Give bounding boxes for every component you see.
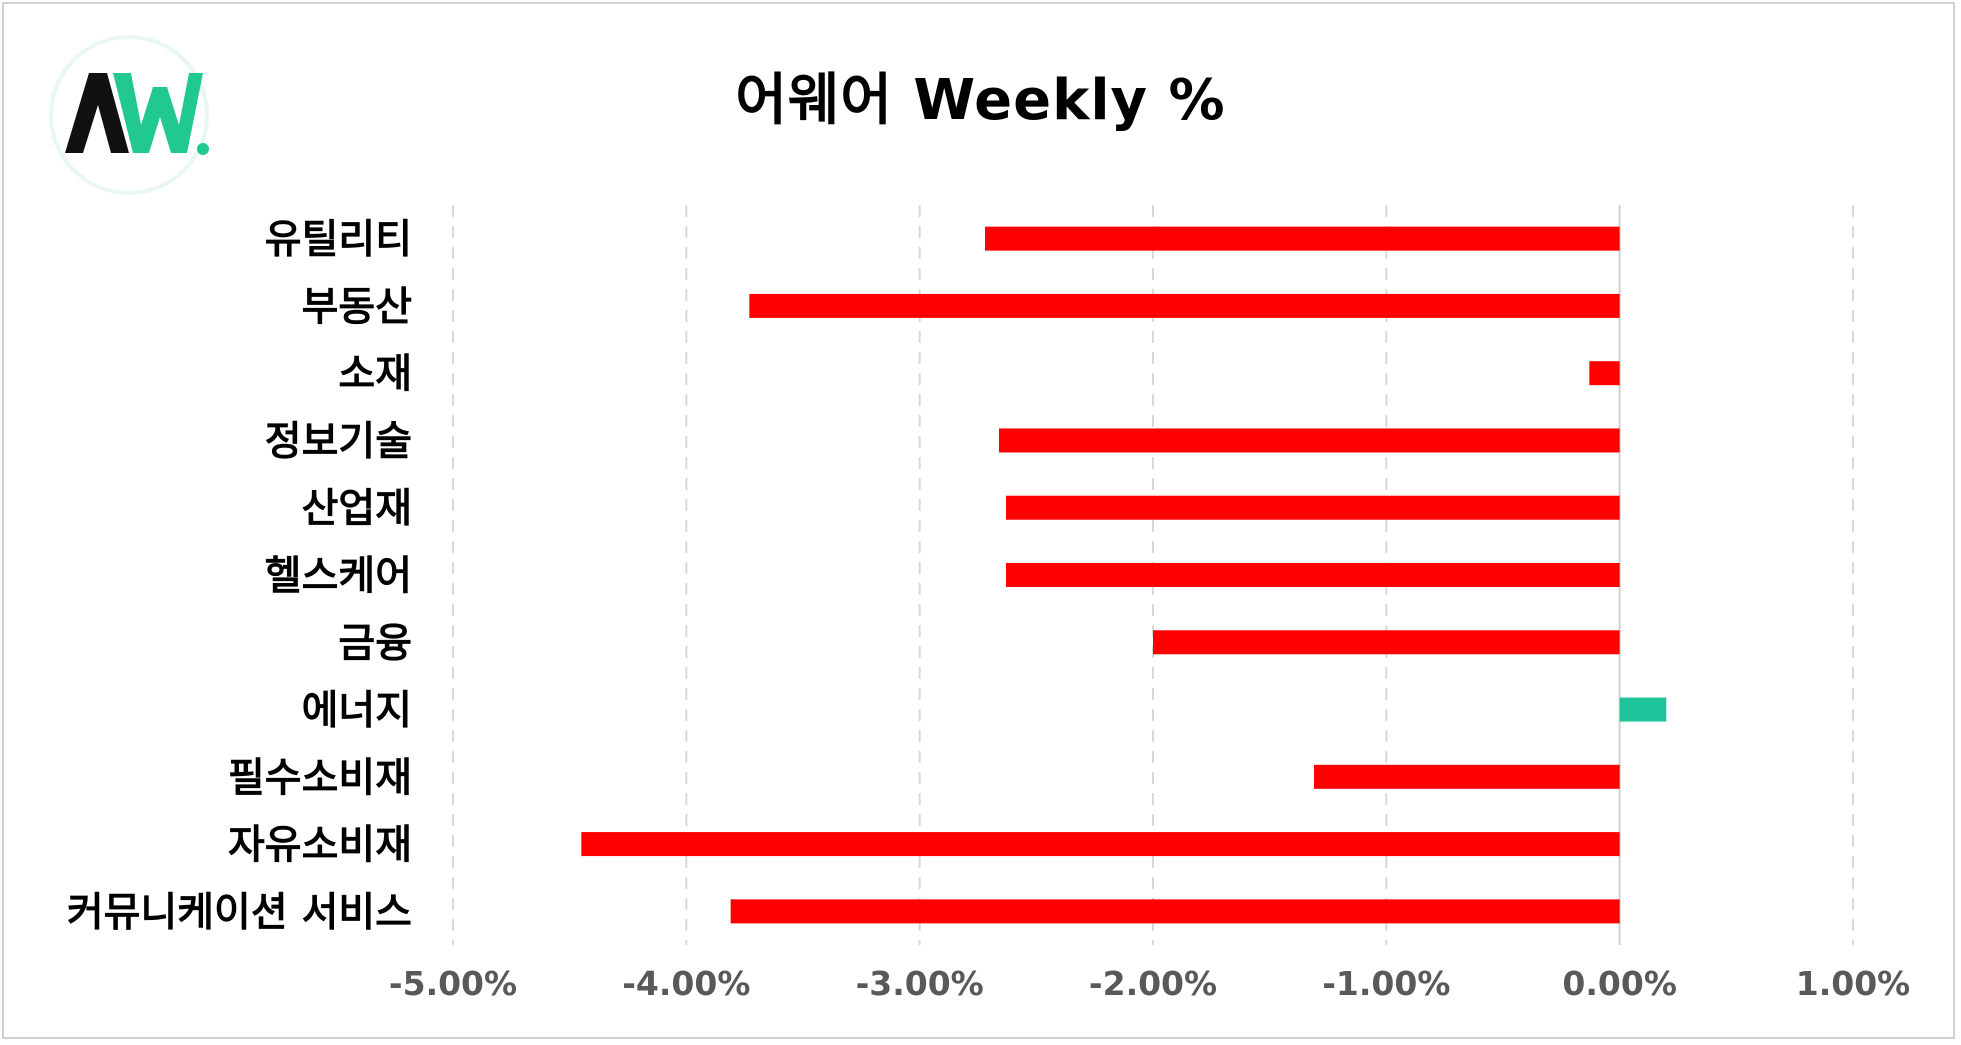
chart-title: 어웨어 Weekly %	[735, 68, 1226, 133]
bar	[749, 293, 1620, 318]
bar	[1589, 361, 1620, 386]
category-label: 유틸리티	[265, 217, 412, 263]
x-tick-label: 1.00%	[1796, 964, 1911, 1003]
x-tick-label: 0.00%	[1562, 964, 1677, 1003]
bar	[581, 832, 1620, 857]
x-tick-label: -3.00%	[856, 964, 984, 1003]
category-label: 헬스케어	[265, 553, 412, 599]
x-tick-label: -2.00%	[1089, 964, 1217, 1003]
bar	[1314, 764, 1620, 789]
bar	[1153, 630, 1620, 655]
category-label: 부동산	[302, 284, 413, 330]
bar	[1006, 495, 1620, 520]
category-label: 커뮤니케이션 서비스	[67, 889, 412, 935]
bar	[1619, 697, 1667, 722]
bar	[730, 899, 1620, 924]
x-tick-label: -1.00%	[1322, 964, 1450, 1003]
category-label: 금융	[338, 620, 412, 666]
category-label: 산업재	[302, 486, 412, 532]
category-label: 필수소비재	[228, 755, 412, 801]
x-tick-label: -4.00%	[622, 964, 750, 1003]
category-label: 정보기술	[265, 418, 412, 464]
category-label: 소재	[338, 351, 412, 397]
x-tick-label: -5.00%	[389, 964, 517, 1003]
bar	[1006, 563, 1620, 587]
category-label: 자유소비재	[228, 822, 412, 868]
bar	[999, 428, 1620, 453]
category-label: 에너지	[302, 688, 412, 734]
bar	[985, 226, 1620, 251]
aw-logo	[49, 35, 209, 195]
